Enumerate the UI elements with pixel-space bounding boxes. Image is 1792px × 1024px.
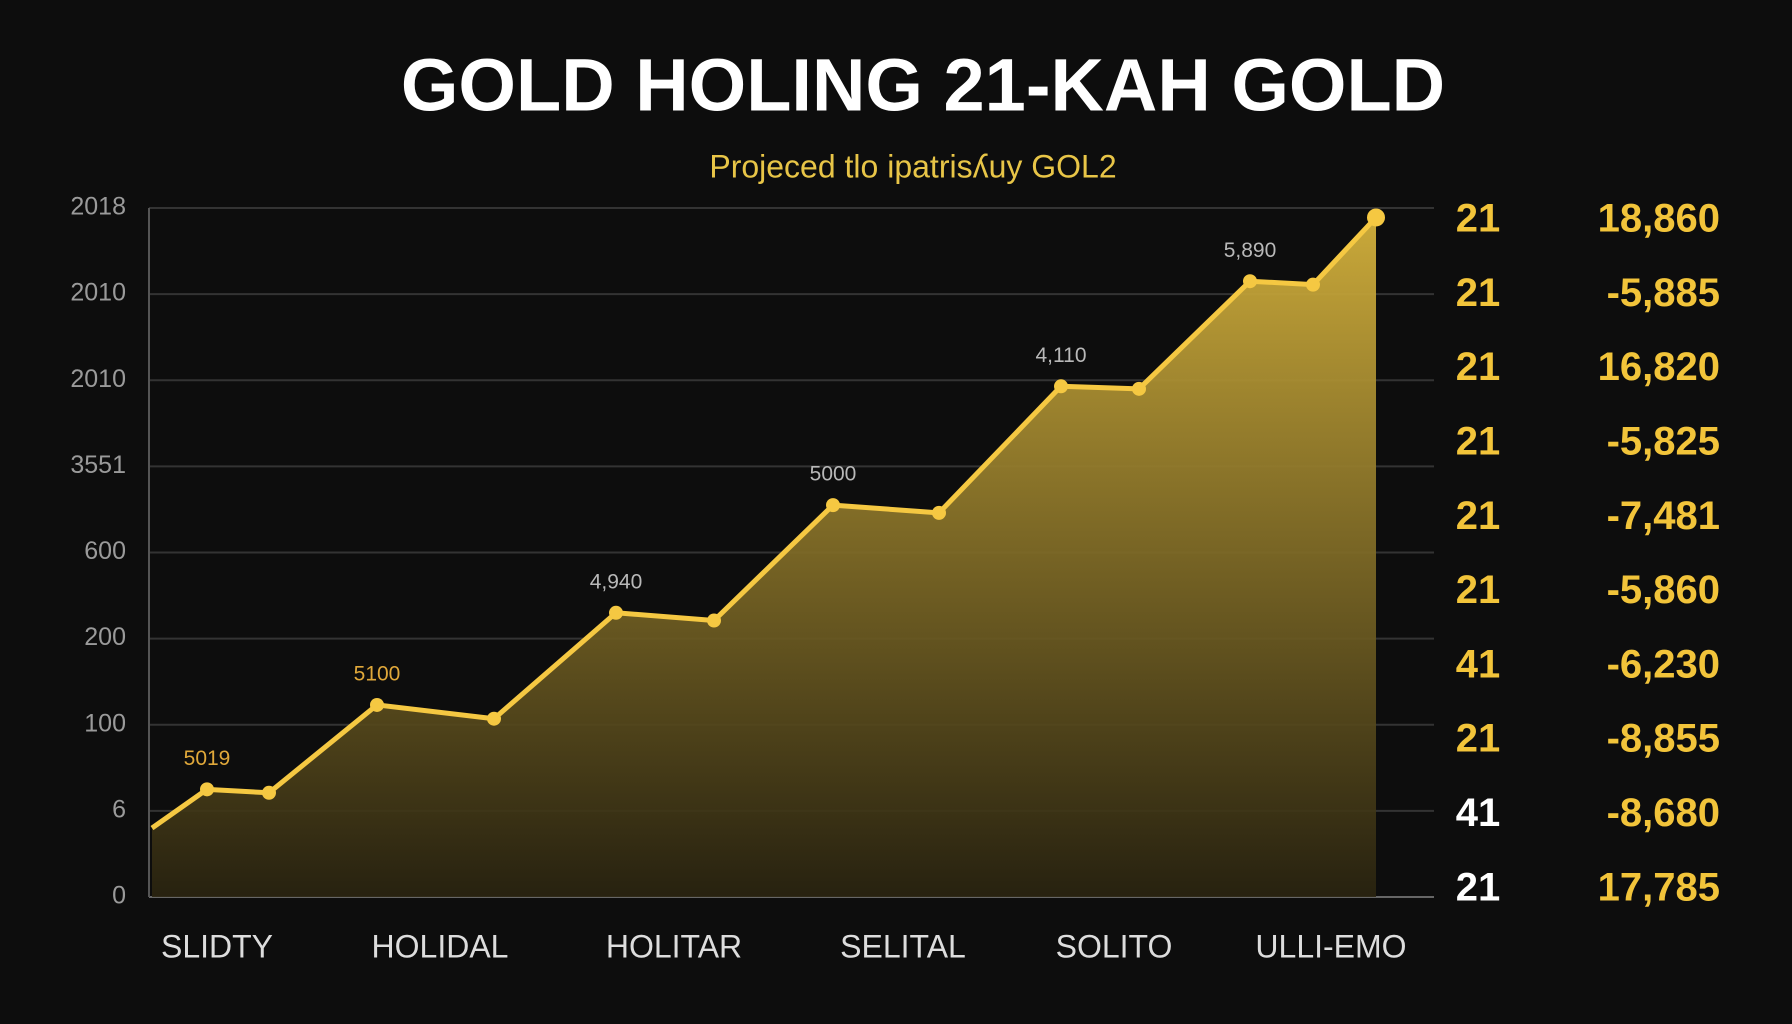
y-tick-label: 200: [84, 623, 126, 651]
side-value: -5,885: [1607, 271, 1720, 315]
side-label: 41: [1456, 791, 1501, 835]
y-tick-label: 6: [112, 795, 126, 823]
side-value: -8,855: [1607, 717, 1720, 761]
side-value: -5,860: [1607, 568, 1720, 612]
point: [1243, 274, 1257, 289]
side-label: 21: [1456, 271, 1501, 315]
x-tick-label: SELITAL: [840, 928, 966, 964]
point-annotation: 4,110: [1036, 344, 1087, 367]
side-value: -5,825: [1607, 419, 1720, 463]
chart-title: GOLD HOLING 21-KAH GOLD: [401, 44, 1445, 127]
side-value: -7,481: [1607, 494, 1720, 538]
point: [609, 605, 623, 620]
point: [1132, 381, 1146, 396]
point: [200, 782, 214, 797]
x-tick-label: SLIDTY: [161, 928, 273, 964]
y-tick-label: 2018: [70, 193, 126, 221]
side-label: 21: [1456, 345, 1501, 389]
side-label: 21: [1456, 717, 1501, 761]
point: [487, 711, 501, 726]
x-tick-label: ULLI-EMO: [1255, 928, 1406, 964]
side-value: 18,860: [1598, 197, 1720, 241]
side-value: 16,820: [1598, 345, 1720, 389]
point-annotation: 4,940: [590, 570, 643, 593]
side-label: 21: [1456, 568, 1501, 612]
x-tick-label: SOLITO: [1056, 928, 1173, 964]
side-value: -6,230: [1607, 642, 1720, 686]
side-label: 21: [1456, 494, 1501, 538]
side-value: -8,680: [1607, 791, 1720, 835]
point: [707, 613, 721, 628]
side-label: 21: [1456, 197, 1501, 241]
chart-subtitle: Projeced tlo ipatrisʎuy GOL2: [709, 148, 1116, 184]
y-tick-label: 2010: [70, 279, 126, 307]
x-tick-label: HOLIDAL: [372, 928, 509, 964]
point: [1306, 277, 1320, 292]
y-tick-label: 2010: [70, 365, 126, 393]
point: [262, 785, 276, 800]
point: [370, 697, 384, 712]
point: [932, 505, 946, 520]
point-annotation: 5100: [354, 662, 401, 685]
side-value: 17,785: [1598, 865, 1720, 909]
point-annotation: 5019: [184, 747, 231, 770]
point: [1054, 379, 1068, 394]
side-label: 21: [1456, 419, 1501, 463]
point-annotation: 5000: [810, 463, 857, 486]
y-tick-label: 3551: [70, 451, 126, 479]
side-label: 21: [1456, 865, 1501, 909]
y-tick-label: 0: [112, 882, 126, 910]
y-tick-label: 600: [84, 537, 126, 565]
line: [150, 215, 1378, 831]
point: [826, 498, 840, 513]
point: [1367, 208, 1385, 227]
y-tick-label: 100: [84, 709, 126, 737]
x-tick-label: HOLITAR: [606, 928, 742, 964]
point-annotation: 5,890: [1224, 239, 1277, 262]
side-label: 41: [1456, 642, 1501, 686]
